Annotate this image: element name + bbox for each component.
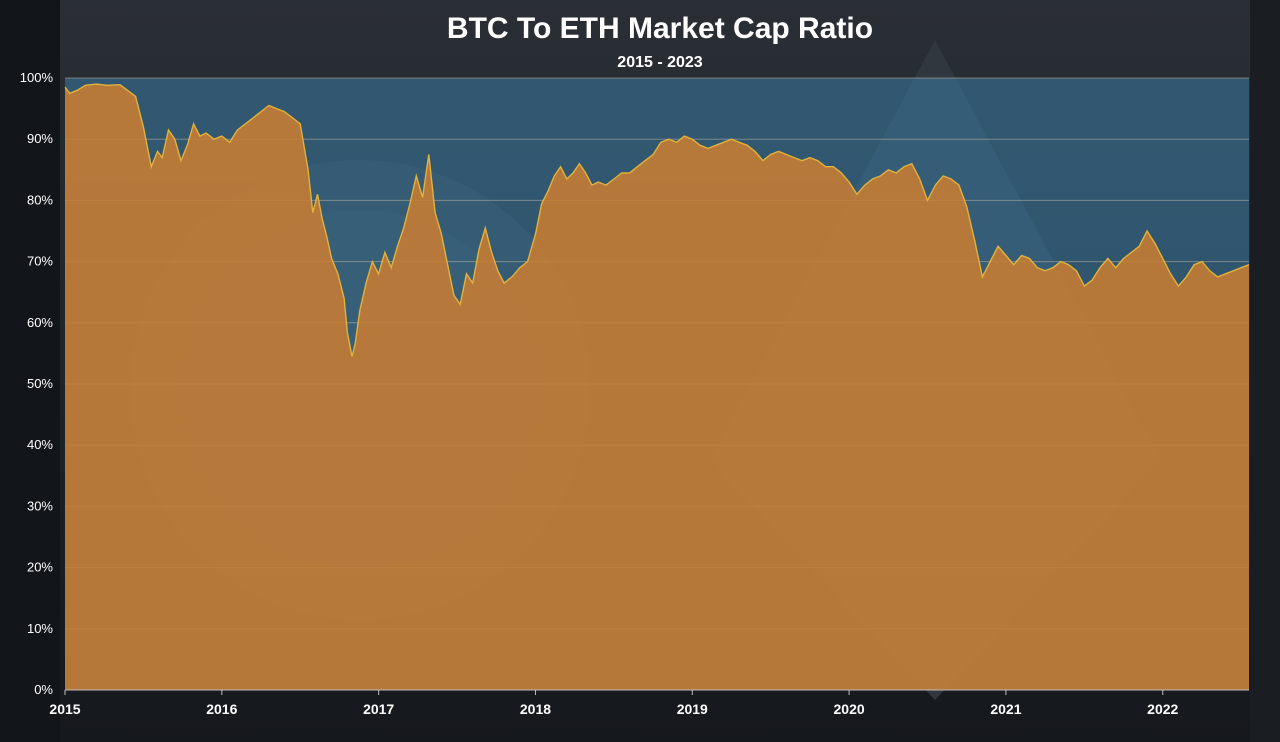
y-tick-label: 60% (27, 315, 53, 330)
y-axis: 0% 10% 20% 30% 40% 50% 60% 70% 80% 90% 100% (20, 70, 54, 697)
x-axis: 2015 2016 2017 2018 2019 2020 2021 2022 (49, 690, 1179, 717)
y-tick-label: 90% (27, 131, 53, 146)
y-tick-label: 100% (20, 70, 54, 85)
y-tick-label: 50% (27, 376, 53, 391)
x-tick-label: 2015 (49, 701, 80, 717)
y-tick-label: 0% (34, 682, 53, 697)
x-tick-label: 2017 (363, 701, 394, 717)
chart-title: BTC To ETH Market Cap Ratio (447, 12, 873, 45)
x-tick-label: 2019 (677, 701, 708, 717)
x-tick-label: 2021 (990, 701, 1021, 717)
ratio-area (65, 84, 1249, 691)
y-tick-label: 70% (27, 254, 53, 269)
y-tick-label: 30% (27, 498, 53, 513)
ratio-line (64, 83, 1250, 357)
x-tick-label: 2018 (520, 701, 551, 717)
chart-subtitle: 2015 - 2023 (617, 54, 703, 71)
x-tick-label: 2020 (834, 701, 865, 717)
y-tick-label: 40% (27, 437, 53, 452)
x-tick-label: 2016 (206, 701, 237, 717)
y-tick-label: 20% (27, 560, 53, 575)
y-tick-label: 80% (27, 192, 53, 207)
y-tick-label: 10% (27, 621, 53, 636)
x-tick-label: 2022 (1147, 701, 1178, 717)
